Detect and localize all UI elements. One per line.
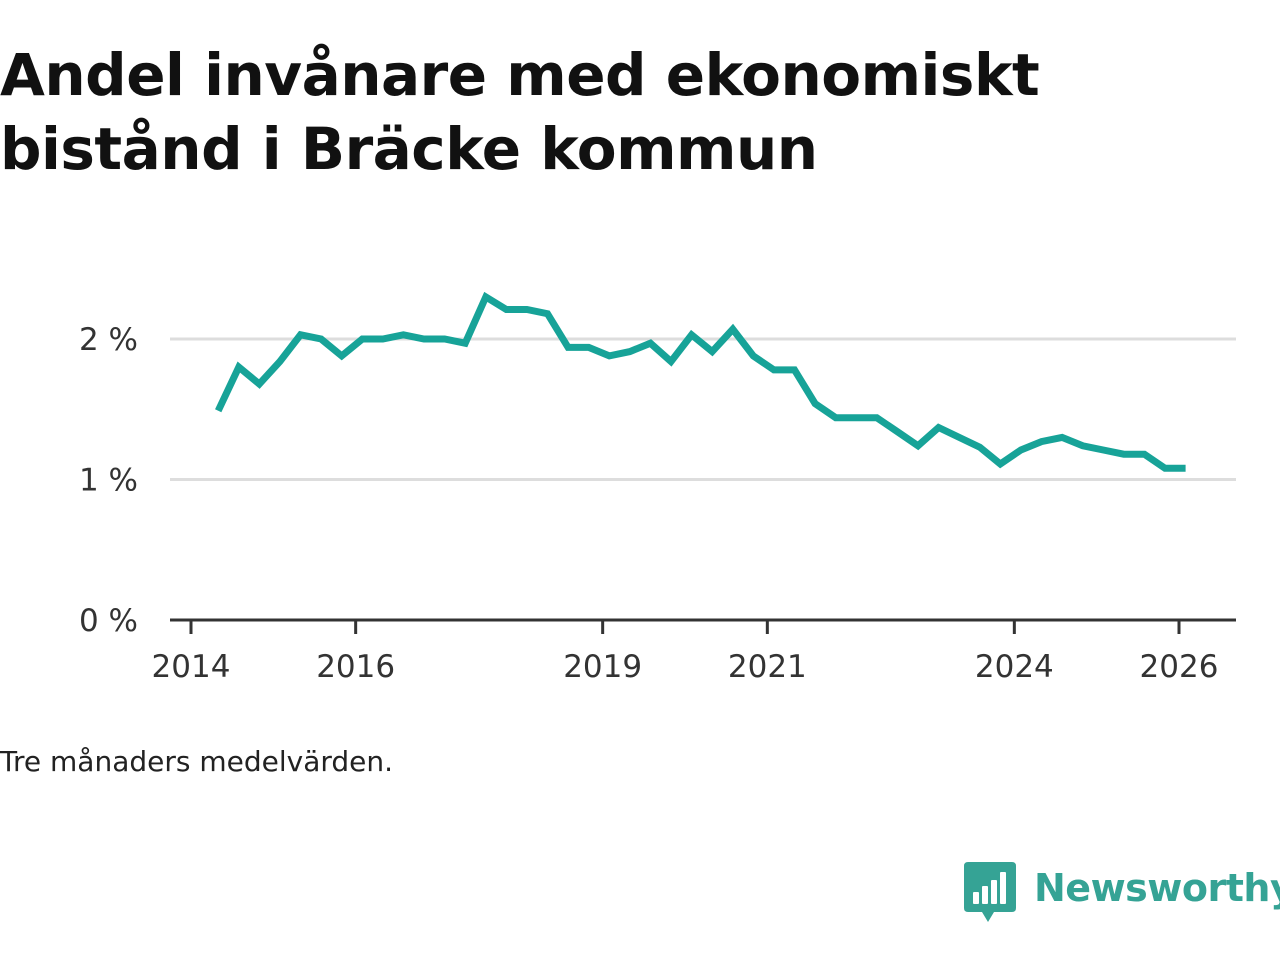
series-layer bbox=[215, 291, 1186, 472]
chart-caption: Tre månaders medelvärden. bbox=[0, 745, 394, 778]
x-tick-label: 2026 bbox=[1140, 649, 1219, 685]
newsworthy-logo-icon bbox=[964, 862, 1016, 922]
y-axis-labels: 0 % 1 % 2 % bbox=[79, 322, 138, 639]
x-tick-label: 2024 bbox=[975, 649, 1054, 685]
line-chart: 0 % 1 % 2 % 2014 2016 2019 2021 2024 2026 bbox=[79, 291, 1236, 685]
chart-title: Andel invånare med ekonomiskt bistånd i … bbox=[0, 41, 1040, 183]
series-line bbox=[215, 291, 1186, 472]
x-tick-label: 2021 bbox=[728, 649, 807, 685]
brand-name: Newsworthy bbox=[1034, 866, 1280, 910]
y-tick-label: 0 % bbox=[79, 603, 138, 639]
x-axis bbox=[170, 618, 1236, 634]
gridlines bbox=[170, 337, 1236, 481]
x-tick-label: 2014 bbox=[152, 649, 231, 685]
brand-logo[interactable]: Newsworthy bbox=[964, 862, 1280, 932]
x-tick-label: 2016 bbox=[316, 649, 395, 685]
y-tick-label: 1 % bbox=[79, 463, 138, 499]
y-tick-label: 2 % bbox=[79, 322, 138, 358]
x-axis-labels: 2014 2016 2019 2021 2024 2026 bbox=[152, 649, 1219, 685]
x-tick-label: 2019 bbox=[563, 649, 642, 685]
